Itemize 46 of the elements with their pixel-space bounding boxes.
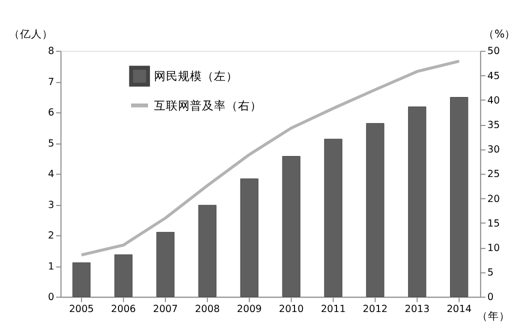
bar [408, 106, 426, 297]
x-tick-label: 2010 [278, 304, 304, 315]
x-tick-label: 2005 [69, 304, 94, 315]
bar [240, 178, 258, 297]
y-axis-title: （亿人） [9, 28, 54, 41]
bar [282, 156, 300, 297]
y2-tick-label: 10 [487, 242, 500, 254]
bar [324, 138, 342, 297]
x-tick-label: 2014 [446, 304, 472, 315]
y-tick-label: 6 [48, 108, 54, 119]
y2-tick-label: 25 [487, 169, 500, 180]
y-tick-label: 2 [48, 230, 54, 242]
y2-tick-label: 0 [487, 292, 494, 304]
x-tick-label: 2013 [404, 304, 430, 315]
y-tick-label: 3 [48, 200, 54, 211]
bar [198, 204, 216, 297]
legend-label: 互联网普及率（右） [154, 98, 262, 112]
bar [72, 262, 91, 297]
x-tick-label: 2007 [152, 304, 178, 315]
legend-label: 网民规模（左） [154, 69, 238, 84]
y2-tick-label: 15 [487, 218, 500, 230]
x-axis-title: （年） [476, 310, 510, 323]
bar [450, 97, 468, 297]
y2-tick-label: 30 [487, 144, 500, 156]
x-tick-label: 2006 [111, 304, 136, 315]
y2-axis-title: （%） [484, 28, 516, 41]
y-tick-label: 4 [48, 169, 54, 180]
y-tick-label: 7 [48, 76, 54, 88]
y-tick-label: 5 [48, 138, 54, 150]
x-tick-label: 2009 [236, 304, 262, 315]
bar [156, 232, 174, 297]
y2-tick-label: 50 [487, 46, 500, 58]
y2-tick-label: 20 [487, 194, 500, 205]
y2-tick-label: 45 [487, 70, 500, 82]
y-tick-label: 8 [48, 46, 54, 58]
bar [114, 254, 132, 297]
y2-tick-label: 35 [487, 120, 500, 132]
bar [366, 123, 384, 297]
y-tick-label: 1 [48, 261, 54, 272]
x-tick-label: 2008 [194, 304, 220, 315]
line-series [80, 60, 461, 256]
y-tick-label: 0 [48, 292, 54, 304]
x-tick-label: 2011 [320, 304, 346, 315]
y2-tick-label: 40 [487, 95, 500, 106]
y2-tick-label: 5 [487, 268, 494, 279]
x-tick-label: 2012 [362, 304, 388, 315]
